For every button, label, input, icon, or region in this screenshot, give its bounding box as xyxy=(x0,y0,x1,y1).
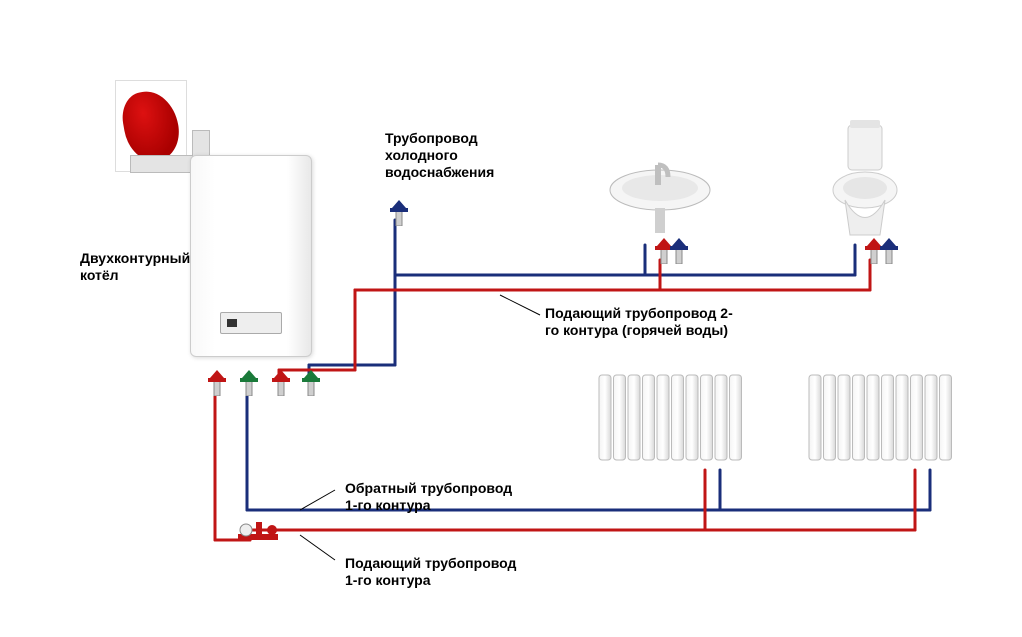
label-cold-supply: Трубопровод холодного водоснабжения xyxy=(385,130,494,180)
label-boiler: Двухконтурный котёл xyxy=(80,250,190,284)
valve-5 xyxy=(208,370,226,396)
valve-0 xyxy=(390,200,408,226)
toilet-fixture xyxy=(820,120,910,240)
valve-2 xyxy=(670,238,688,264)
boiler-control-panel xyxy=(220,312,282,334)
boiler-unit xyxy=(190,155,312,357)
sink-fixture xyxy=(605,160,715,240)
label-supply-c1: Подающий трубопровод 1-го контура xyxy=(345,555,516,589)
safety-group-icon xyxy=(238,520,278,550)
radiator-2 xyxy=(805,370,955,465)
label-hot-circuit2: Подающий трубопровод 2- го контура (горя… xyxy=(545,305,733,339)
radiator-1 xyxy=(595,370,745,465)
valve-7 xyxy=(272,370,290,396)
valve-8 xyxy=(302,370,320,396)
valve-6 xyxy=(240,370,258,396)
valve-4 xyxy=(880,238,898,264)
label-return-c1: Обратный трубопровод 1-го контура xyxy=(345,480,512,514)
